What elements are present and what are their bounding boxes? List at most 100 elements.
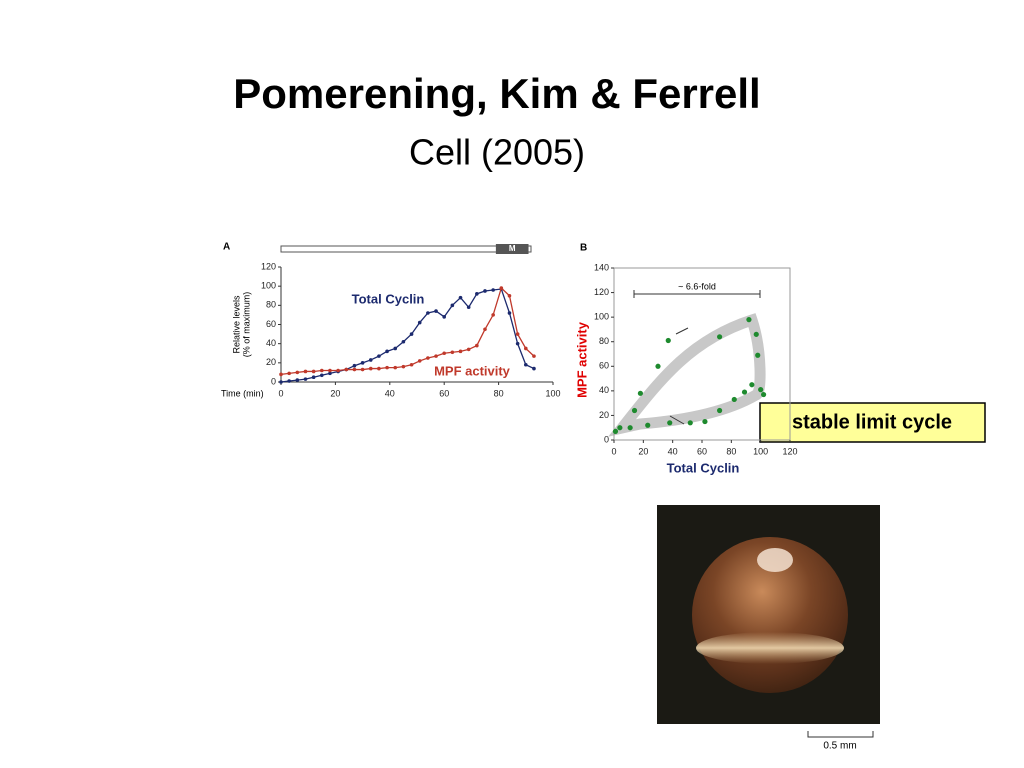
y-tick-label: 60 — [599, 361, 609, 371]
x-tick-label: 80 — [726, 446, 736, 456]
y-tick-label: 0 — [604, 434, 609, 444]
data-point — [352, 367, 357, 372]
data-point — [755, 352, 761, 358]
scale-bar — [807, 731, 874, 738]
data-point — [279, 380, 283, 384]
m-phase-label: M — [509, 244, 516, 253]
y-tick-label: 60 — [266, 319, 276, 329]
data-point — [532, 354, 536, 358]
data-point — [311, 375, 316, 380]
data-point — [377, 354, 381, 358]
x-tick-label: 20 — [638, 446, 648, 456]
x-axis-label: Total Cyclin — [667, 460, 740, 475]
data-point — [466, 347, 471, 352]
data-point — [409, 332, 414, 336]
data-point — [753, 331, 759, 337]
data-point — [450, 350, 455, 355]
data-point — [617, 425, 623, 431]
scale-label: 0.5 mm — [823, 741, 856, 752]
y-tick-label: 40 — [599, 385, 609, 395]
data-point — [524, 362, 528, 367]
y-tick-label: 140 — [594, 262, 609, 272]
data-point — [426, 311, 430, 315]
data-point — [287, 371, 291, 376]
panel-label: B — [580, 243, 587, 254]
data-point — [702, 418, 708, 425]
data-point — [368, 358, 373, 362]
data-point — [758, 387, 764, 393]
series-label: Total Cyclin — [352, 291, 425, 306]
egg-band — [696, 632, 844, 664]
data-point — [645, 422, 651, 428]
data-point — [279, 372, 283, 377]
data-point — [328, 368, 332, 373]
data-point — [368, 366, 373, 371]
data-point — [491, 288, 495, 292]
data-point — [320, 373, 324, 378]
data-point — [483, 327, 487, 332]
data-point — [336, 368, 340, 373]
x-tick-label: 60 — [439, 388, 449, 398]
x-tick-label: 100 — [753, 446, 768, 456]
data-point — [401, 339, 406, 344]
data-point — [749, 382, 755, 388]
x-tick-label: 20 — [330, 388, 340, 398]
x-tick-label: 80 — [494, 388, 504, 398]
fold-bracket — [633, 290, 761, 298]
data-point — [687, 420, 693, 426]
data-point — [303, 377, 308, 381]
data-point — [385, 349, 389, 354]
y-tick-label: 40 — [266, 338, 276, 348]
data-point — [401, 364, 406, 369]
data-point — [507, 311, 512, 315]
data-point — [515, 341, 520, 346]
cycle-arrows — [669, 327, 689, 425]
data-point — [612, 428, 619, 434]
data-point — [344, 367, 349, 372]
data-point — [295, 378, 300, 382]
slide-subtitle: Cell (2005) — [409, 132, 585, 173]
data-point — [631, 407, 638, 414]
x-tick-label: 60 — [697, 446, 707, 456]
y-axis-label: MPF activity — [574, 321, 589, 398]
data-point — [507, 293, 512, 298]
data-point — [665, 337, 671, 344]
data-point — [377, 366, 381, 371]
data-point — [524, 346, 528, 351]
data-point — [442, 315, 447, 319]
data-point — [393, 365, 398, 370]
data-point — [352, 363, 357, 368]
data-point — [731, 396, 737, 403]
x-tick-label: 40 — [385, 388, 395, 398]
data-point — [483, 289, 487, 293]
timeline-bar — [280, 245, 532, 253]
data-point — [409, 362, 414, 367]
data-point — [741, 389, 748, 395]
y-tick-label: 80 — [266, 300, 276, 310]
data-point — [311, 369, 316, 374]
data-point — [499, 286, 504, 290]
limit-cycle-band — [608, 313, 766, 437]
egg-highlight — [757, 548, 793, 572]
data-point — [667, 420, 673, 426]
data-point — [393, 346, 398, 351]
panel-label: A — [223, 242, 230, 253]
data-point — [515, 332, 520, 336]
data-point — [491, 313, 495, 317]
data-point — [287, 379, 291, 383]
y-axis-label: (% of maximum) — [241, 292, 251, 358]
slide-title: Pomerening, Kim & Ferrell — [233, 70, 760, 117]
y-tick-label: 0 — [271, 376, 276, 386]
data-point — [532, 366, 536, 371]
x-tick-label: 0 — [278, 388, 283, 398]
data-point — [458, 349, 463, 354]
data-point — [466, 305, 471, 310]
data-point — [426, 356, 430, 360]
data-point — [450, 303, 455, 308]
y-tick-label: 100 — [594, 312, 609, 322]
data-point — [303, 369, 308, 374]
callout-text: stable limit cycle — [792, 411, 952, 433]
data-point — [761, 391, 767, 398]
data-point — [637, 390, 644, 396]
